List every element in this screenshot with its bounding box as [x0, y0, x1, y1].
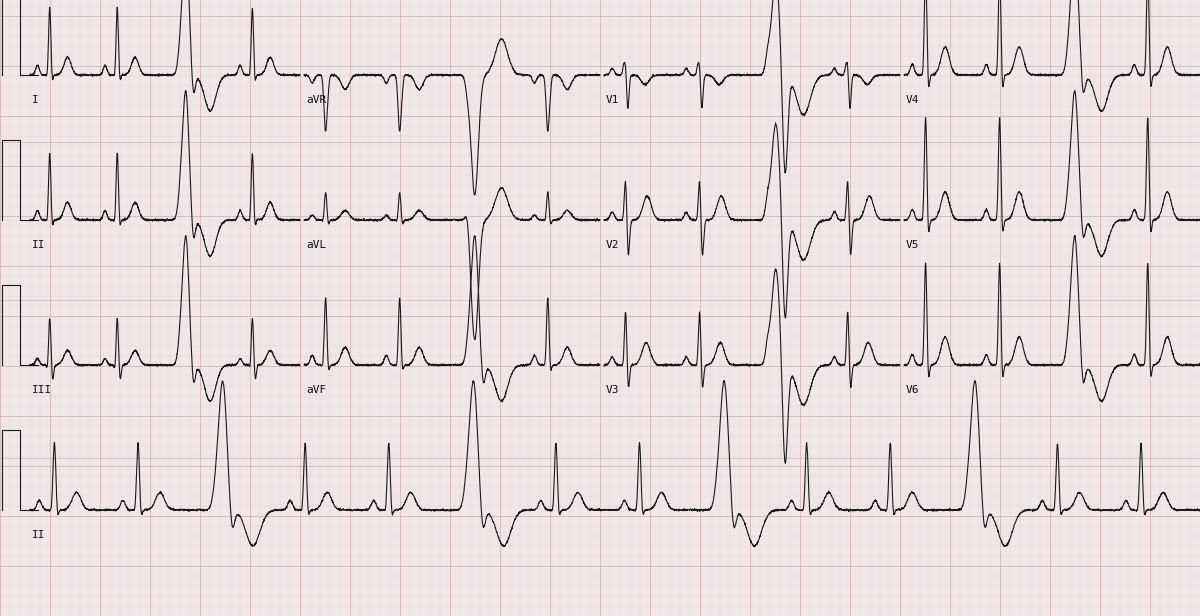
Text: V6: V6 [906, 385, 919, 395]
Text: V4: V4 [906, 95, 919, 105]
Text: I: I [32, 95, 38, 105]
Text: aVL: aVL [306, 240, 326, 250]
Text: II: II [32, 530, 46, 540]
Text: III: III [32, 385, 53, 395]
Text: II: II [32, 240, 46, 250]
Text: V1: V1 [606, 95, 619, 105]
Text: aVR: aVR [306, 95, 326, 105]
Text: aVF: aVF [306, 385, 326, 395]
Text: V2: V2 [606, 240, 619, 250]
Text: V5: V5 [906, 240, 919, 250]
Text: V3: V3 [606, 385, 619, 395]
